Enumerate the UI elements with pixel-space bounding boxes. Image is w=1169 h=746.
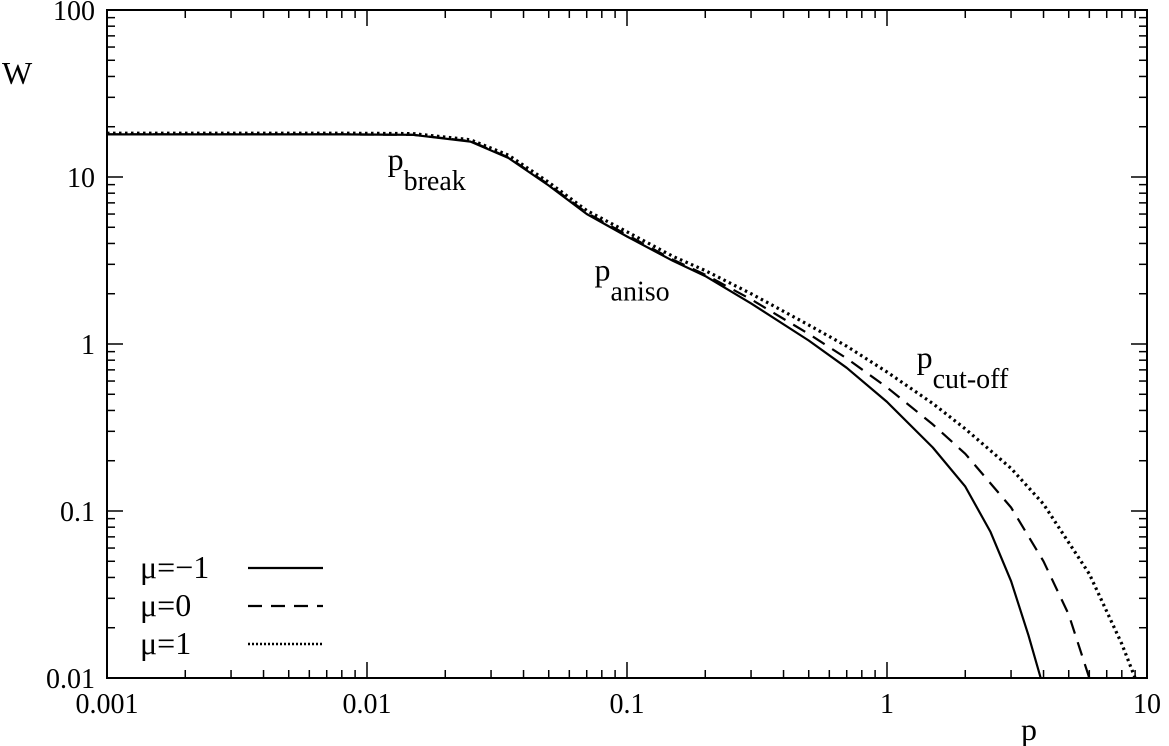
annotation-label: pcut-off: [917, 339, 1009, 395]
y-tick-label: 0.01: [46, 664, 95, 695]
x-axis-label: p: [1021, 711, 1037, 746]
series-line: [107, 131, 1137, 679]
annotation-label: paniso: [595, 252, 670, 308]
data-curves: [107, 131, 1137, 679]
y-tick-label: 100: [53, 0, 95, 27]
annotations: pbreak paniso pcut-off: [388, 141, 1009, 395]
legend: μ=−1μ=0μ=1: [140, 549, 323, 661]
x-tick-label: 0.01: [343, 689, 392, 720]
y-tick-label: 10: [67, 163, 95, 194]
x-tick-label: 1: [880, 689, 894, 720]
series-line: [107, 133, 1042, 679]
plot-frame: [106, 9, 1148, 679]
legend-label: μ=0: [140, 587, 191, 623]
y-tick-label: 0.1: [60, 497, 95, 528]
legend-label: μ=1: [140, 625, 191, 661]
x-tick-label: 10: [1133, 689, 1161, 720]
series-line: [107, 133, 1091, 679]
legend-label: μ=−1: [140, 549, 209, 585]
y-tick-label: 1: [81, 330, 95, 361]
x-tick-label: 0.1: [610, 689, 645, 720]
y-axis-label: W: [2, 55, 33, 91]
x-tick-label: 0.001: [76, 689, 139, 720]
axis-ticks: [106, 10, 1147, 679]
annotation-label: pbreak: [388, 141, 466, 197]
